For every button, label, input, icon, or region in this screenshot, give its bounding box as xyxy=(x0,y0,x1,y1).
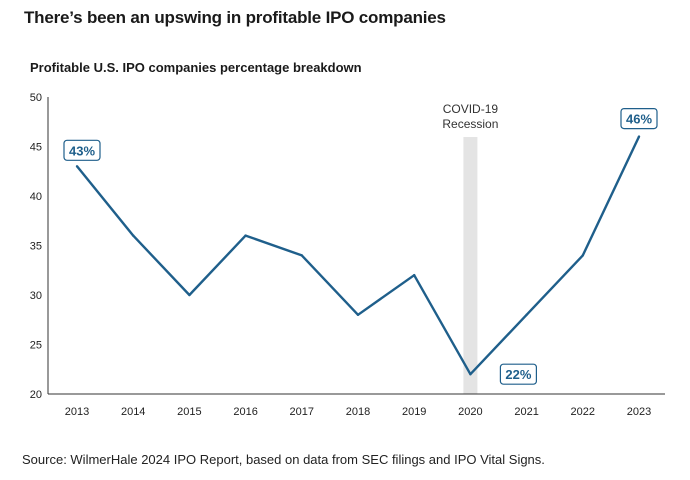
y-tick-label: 50 xyxy=(30,92,42,104)
y-tick-label: 20 xyxy=(30,389,42,401)
data-label: 43% xyxy=(69,143,95,158)
data-label: 46% xyxy=(626,112,652,127)
x-tick-label: 2013 xyxy=(65,406,89,418)
y-tick-label: 30 xyxy=(30,290,42,302)
x-tick-label: 2023 xyxy=(627,406,651,418)
recession-shade xyxy=(463,137,478,394)
x-tick-label: 2022 xyxy=(571,406,595,418)
chart-title: Profitable U.S. IPO companies percentage… xyxy=(30,60,362,75)
x-tick-label: 2017 xyxy=(290,406,314,418)
data-label-box xyxy=(499,363,537,385)
recession-annotation: COVID-19 xyxy=(443,102,499,116)
source-note: Source: WilmerHale 2024 IPO Report, base… xyxy=(22,452,545,467)
x-tick-label: 2019 xyxy=(402,406,426,418)
y-tick-label: 45 xyxy=(30,142,42,154)
page-title: There’s been an upswing in profitable IP… xyxy=(24,8,446,27)
data-point xyxy=(356,313,360,316)
x-tick-label: 2021 xyxy=(514,406,538,418)
data-point xyxy=(413,274,416,277)
data-point xyxy=(525,313,528,316)
x-tick-label: 2018 xyxy=(346,406,370,418)
y-tick-label: 25 xyxy=(30,340,42,352)
data-point xyxy=(132,234,135,237)
series-line xyxy=(76,136,641,376)
recession-annotation: Recession xyxy=(442,117,498,131)
y-tick-label: 40 xyxy=(30,191,42,203)
x-tick-label: 2016 xyxy=(233,406,257,418)
data-point xyxy=(637,135,641,138)
data-point xyxy=(300,254,303,257)
x-tick-label: 2020 xyxy=(458,406,482,418)
x-tick-label: 2015 xyxy=(177,406,201,418)
data-label: 22% xyxy=(505,367,531,382)
data-label-box xyxy=(620,107,658,130)
data-point xyxy=(581,254,584,257)
data-point xyxy=(188,293,191,297)
data-point xyxy=(244,234,247,237)
x-tick-label: 2014 xyxy=(121,406,145,418)
data-point xyxy=(75,165,79,168)
data-point xyxy=(469,373,472,376)
y-tick-label: 35 xyxy=(30,241,42,253)
data-label-box xyxy=(63,139,101,161)
